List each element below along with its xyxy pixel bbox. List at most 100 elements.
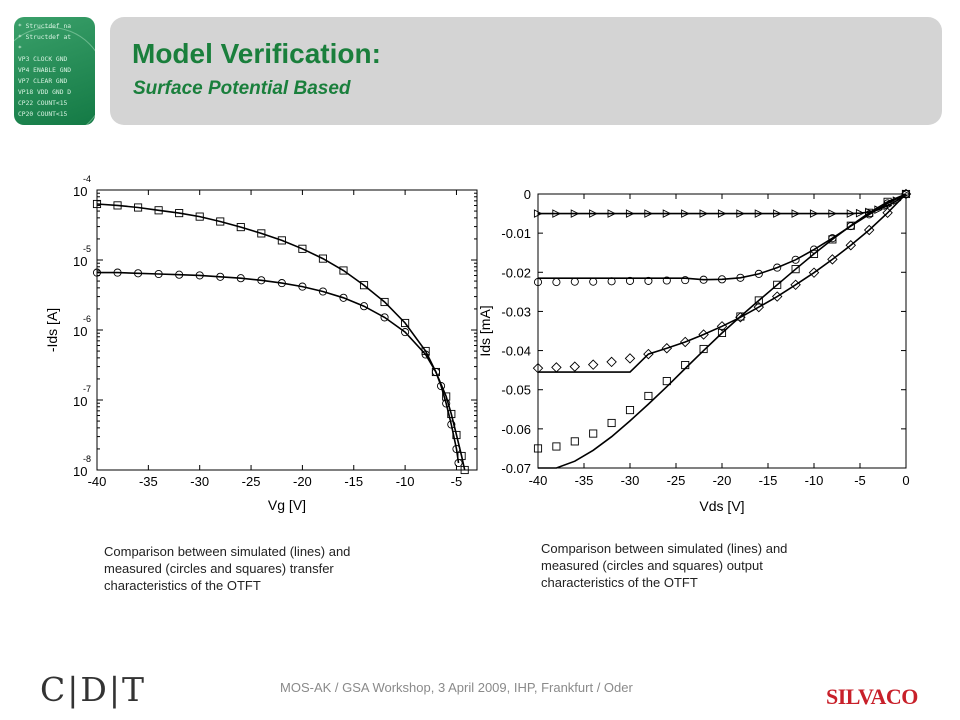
header-banner — [110, 17, 942, 125]
data-point — [587, 359, 599, 370]
data-point — [552, 442, 561, 451]
data-point — [773, 263, 782, 272]
data-point — [452, 444, 461, 454]
data-point — [447, 409, 456, 419]
data-point — [113, 268, 122, 277]
data-point — [607, 209, 617, 218]
data-point — [570, 437, 579, 446]
y-tick-base: 10 — [73, 254, 87, 269]
sim-line — [538, 193, 907, 373]
data-point — [662, 209, 672, 218]
y-tick-exponent: -4 — [83, 175, 91, 184]
x-tick-label: -40 — [88, 474, 107, 489]
data-point — [533, 209, 543, 218]
x-axis-label: Vds [V] — [699, 498, 744, 514]
data-point — [216, 217, 225, 226]
data-point — [643, 348, 654, 360]
data-point — [874, 205, 884, 214]
data-point — [809, 249, 819, 258]
data-point — [773, 280, 782, 289]
x-tick-label: -15 — [344, 474, 363, 489]
data-point — [846, 221, 855, 230]
data-point — [589, 429, 598, 438]
data-point — [773, 209, 782, 218]
x-tick-label: -35 — [139, 474, 158, 489]
data-point — [809, 245, 819, 254]
x-tick-label: -5 — [854, 473, 866, 488]
data-point — [662, 377, 671, 386]
data-point — [359, 302, 369, 311]
y-tick-label: -0.03 — [501, 304, 531, 319]
caption-right-line: measured (circles and squares) output — [541, 558, 763, 573]
data-point — [699, 344, 708, 354]
data-point — [644, 209, 654, 218]
data-point — [790, 279, 801, 291]
y-tick-exponent: -6 — [83, 314, 91, 324]
sim-line — [538, 193, 907, 469]
y-tick-exponent: -7 — [83, 384, 91, 394]
x-tick-label: -10 — [396, 474, 415, 489]
data-point — [236, 274, 245, 283]
data-point — [195, 212, 204, 221]
x-tick-label: -40 — [529, 473, 548, 488]
globe-icon — [14, 27, 95, 125]
y-tick-base: 10 — [73, 464, 87, 479]
data-point — [662, 276, 671, 285]
data-point — [717, 328, 727, 338]
caption-right: Comparison between simulated (lines) and… — [541, 540, 787, 591]
data-point — [92, 199, 102, 209]
data-point — [277, 279, 286, 288]
data-point — [791, 255, 800, 264]
data-point — [92, 268, 102, 277]
slide-title: Model Verification: — [132, 38, 381, 69]
data-point — [681, 361, 690, 370]
data-point — [570, 277, 579, 286]
data-point — [625, 406, 635, 415]
data-point — [736, 312, 745, 321]
data-point — [607, 277, 616, 286]
x-tick-label: -35 — [575, 473, 594, 488]
data-point — [532, 362, 544, 374]
data-point — [257, 229, 266, 238]
data-point — [175, 209, 184, 218]
data-point — [698, 329, 709, 340]
data-point — [771, 291, 783, 302]
data-point — [828, 209, 838, 218]
caption-left: Comparison between simulated (lines) and… — [104, 543, 350, 594]
data-point — [442, 399, 451, 408]
data-point — [570, 209, 580, 218]
data-point — [134, 269, 143, 278]
data-point — [589, 277, 598, 286]
data-point — [791, 265, 800, 274]
data-point — [154, 269, 163, 279]
data-point — [808, 267, 820, 278]
data-point — [339, 293, 348, 302]
data-point — [175, 270, 184, 279]
caption-left-line: measured (circles and squares) transfer — [104, 561, 334, 576]
x-tick-label: -20 — [293, 474, 312, 489]
data-point — [447, 420, 456, 429]
data-point — [828, 235, 837, 244]
data-point — [883, 197, 892, 206]
y-tick-exponent: -8 — [83, 454, 91, 464]
y-tick-label: -0.06 — [501, 422, 531, 437]
data-point — [380, 313, 389, 322]
data-point — [533, 444, 543, 453]
data-point — [900, 188, 912, 200]
data-point — [736, 209, 746, 218]
y-tick-base: 10 — [73, 184, 87, 199]
silvaco-logo: SILVACO — [826, 684, 918, 709]
data-point — [460, 465, 469, 475]
data-point — [865, 208, 874, 217]
data-point — [735, 312, 746, 323]
data-point — [437, 381, 446, 391]
footer-text: MOS-AK / GSA Workshop, 3 April 2009, IHP… — [280, 680, 633, 695]
data-point — [699, 275, 708, 284]
x-tick-label: -15 — [759, 473, 778, 488]
data-point — [216, 272, 225, 281]
data-point — [569, 361, 581, 372]
data-point — [892, 196, 902, 205]
slide-subtitle: Surface Potential Based — [133, 78, 351, 99]
data-point — [298, 244, 307, 253]
data-point — [882, 207, 893, 219]
